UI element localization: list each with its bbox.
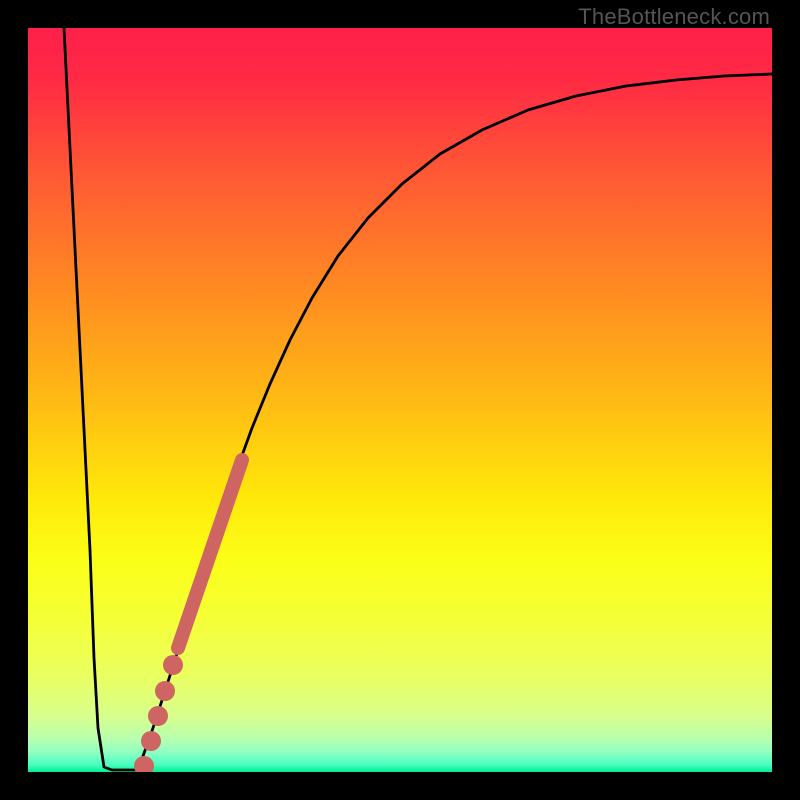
- attribution-label: TheBottleneck.com: [578, 4, 770, 30]
- chart-svg: [28, 28, 772, 772]
- highlight-dot: [155, 681, 175, 701]
- highlight-dot: [141, 731, 161, 751]
- plot-area: [28, 28, 772, 772]
- chart-frame: TheBottleneck.com: [0, 0, 800, 800]
- highlight-dot: [148, 706, 168, 726]
- highlight-dot: [163, 655, 183, 675]
- gradient-background: [28, 28, 772, 772]
